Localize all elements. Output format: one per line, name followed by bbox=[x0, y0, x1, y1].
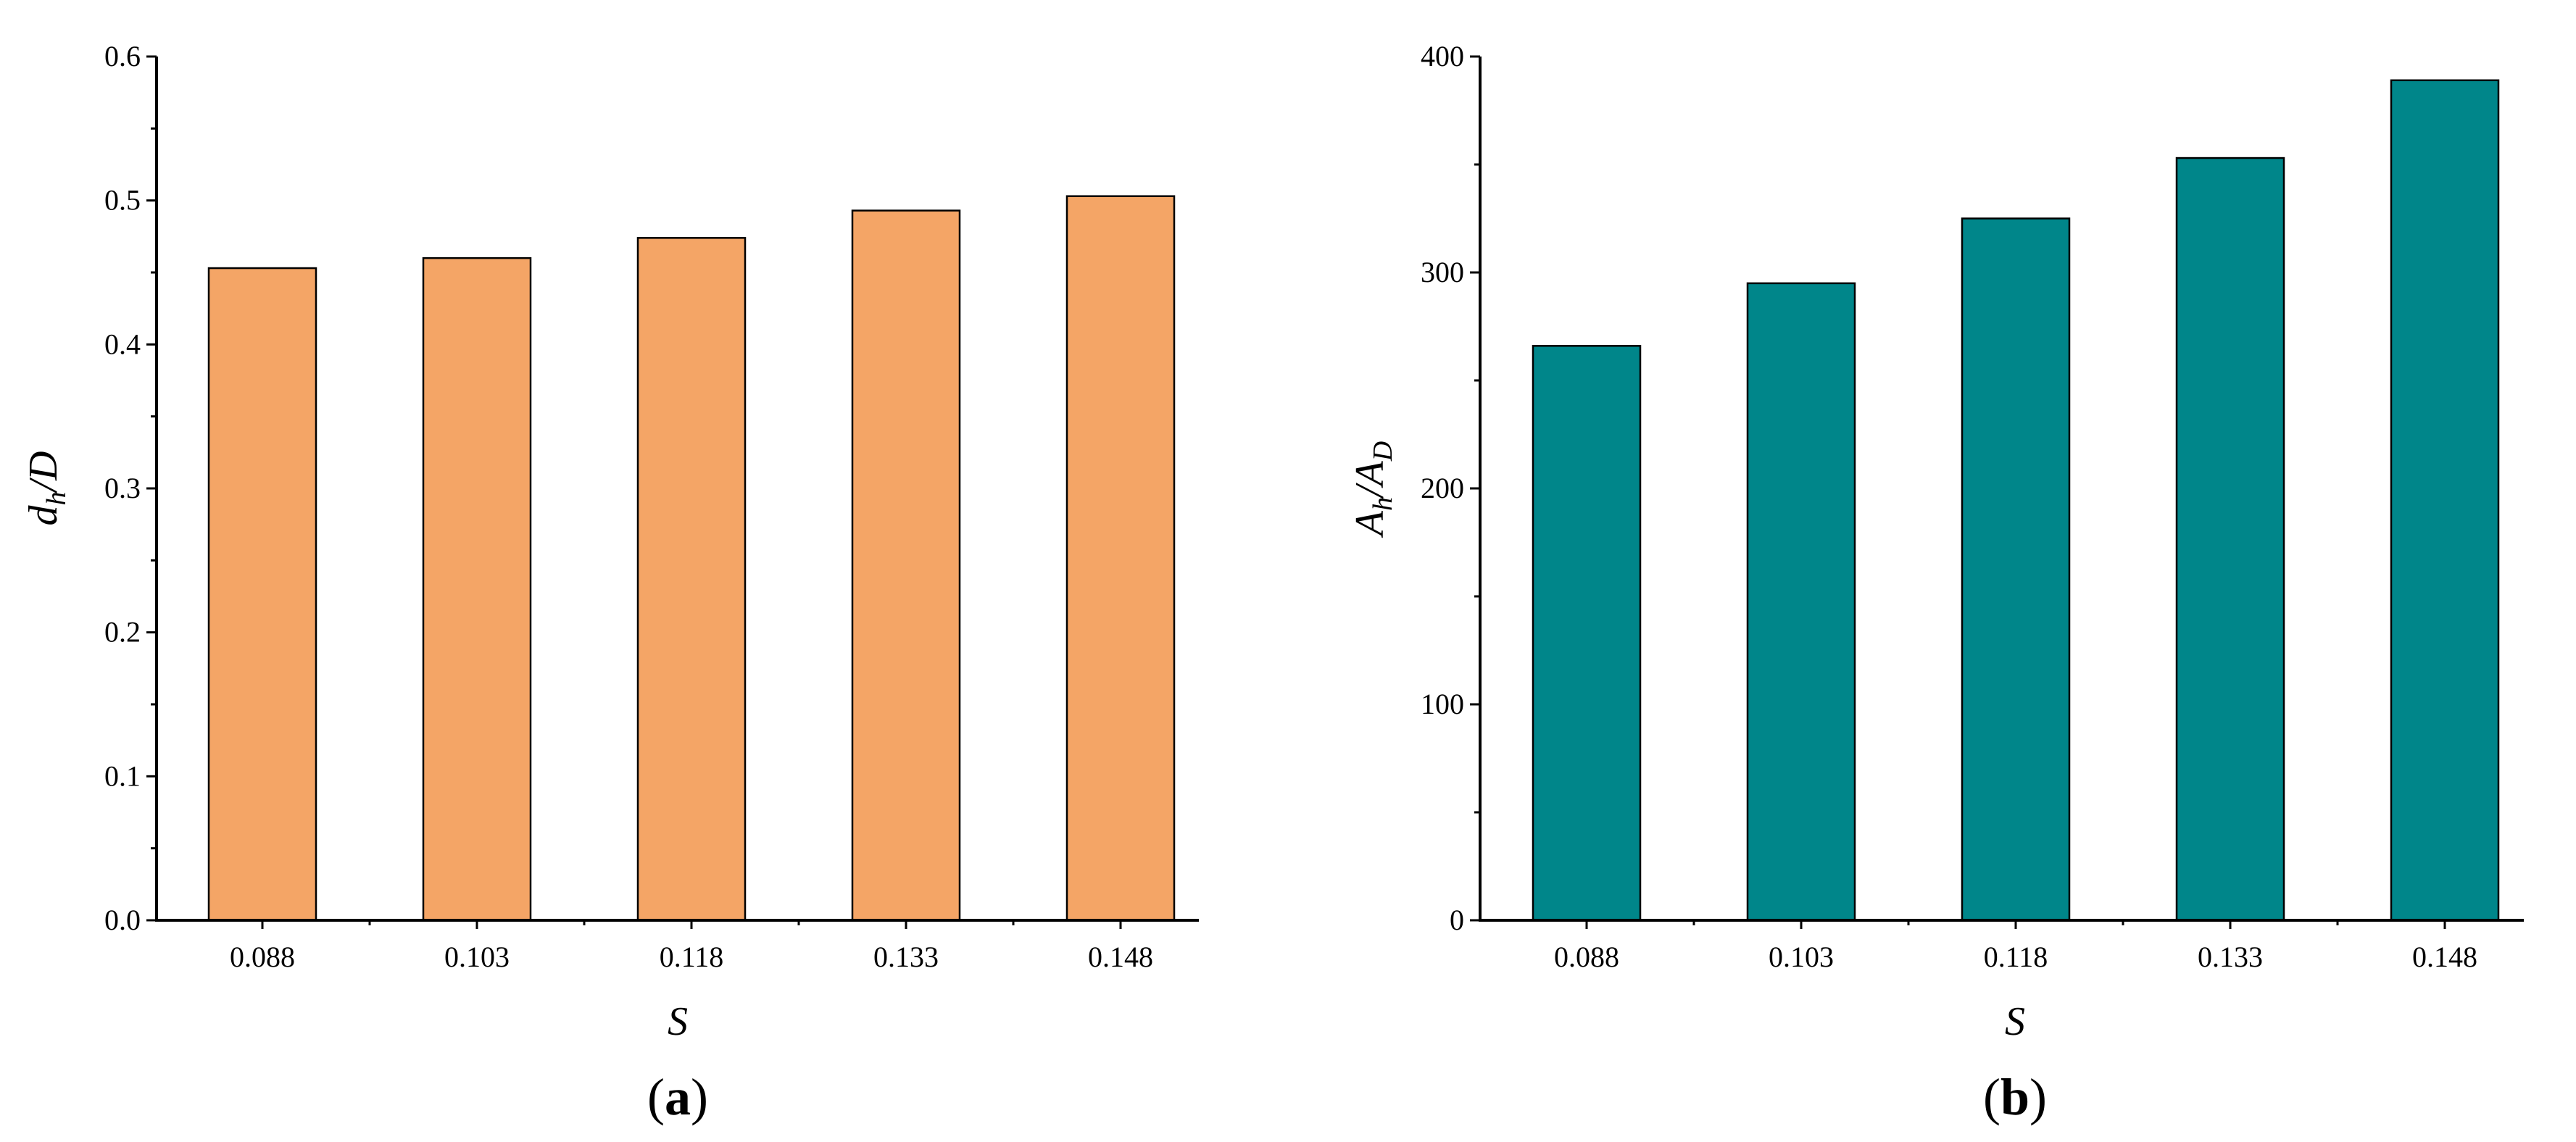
bar-a-3 bbox=[636, 237, 747, 922]
x-tick-label-b-2: 0.103 bbox=[1769, 941, 1834, 973]
y-tick-label-a-5: 0.5 bbox=[104, 184, 141, 217]
y-ticks-b: 0 100 200 300 400 bbox=[1421, 40, 1480, 936]
bar-series-a bbox=[207, 195, 1176, 922]
y-axis-title-b: Ah/AD bbox=[1347, 441, 1398, 538]
y-tick-label-a-0: 0.0 bbox=[104, 904, 141, 936]
panel-label-b: (b) bbox=[1983, 1068, 2047, 1126]
y-tick-label-b-4: 400 bbox=[1421, 40, 1464, 72]
x-tick-label-b-1: 0.088 bbox=[1554, 941, 1619, 973]
x-tick-label-a-2: 0.103 bbox=[444, 941, 510, 973]
x-ticks-b: 0.088 0.103 0.118 0.133 0.148 bbox=[1554, 920, 2477, 973]
y-tick-label-a-1: 0.1 bbox=[104, 759, 141, 792]
x-tick-label-b-4: 0.133 bbox=[2198, 941, 2263, 973]
x-tick-label-a-1: 0.088 bbox=[230, 941, 295, 973]
x-axis-title-a: S bbox=[668, 999, 688, 1044]
x-ticks-a: 0.088 0.103 0.118 0.133 0.148 bbox=[230, 920, 1153, 973]
bar-b-4 bbox=[2175, 157, 2285, 922]
y-axis-title-a: dh/D bbox=[21, 451, 72, 526]
bar-b-3 bbox=[1961, 217, 2071, 922]
x-tick-label-a-5: 0.148 bbox=[1088, 941, 1153, 973]
bar-b-5 bbox=[2390, 79, 2500, 922]
bar-b-2 bbox=[1746, 282, 1856, 922]
y-tick-label-a-3: 0.3 bbox=[104, 472, 141, 504]
bar-a-4 bbox=[851, 209, 961, 922]
panel-label-a: (a) bbox=[647, 1068, 708, 1126]
y-tick-label-b-2: 200 bbox=[1421, 472, 1464, 504]
y-ticks-a: 0.0 0.1 0.2 0.3 0.4 0.5 0.6 bbox=[104, 40, 157, 936]
x-tick-label-b-5: 0.148 bbox=[2412, 941, 2477, 973]
y-tick-label-b-1: 100 bbox=[1421, 688, 1464, 720]
bar-b-1 bbox=[1532, 345, 1642, 922]
x-tick-label-b-3: 0.118 bbox=[1984, 941, 2048, 973]
bar-a-1 bbox=[207, 267, 317, 922]
y-tick-label-b-0: 0 bbox=[1450, 904, 1464, 936]
x-axis-title-b: S bbox=[2005, 999, 2025, 1044]
bar-series-b bbox=[1532, 79, 2500, 922]
bar-a-2 bbox=[422, 257, 532, 922]
y-tick-label-a-6: 0.6 bbox=[104, 40, 141, 72]
y-tick-label-b-3: 300 bbox=[1421, 256, 1464, 288]
x-tick-label-a-4: 0.133 bbox=[873, 941, 939, 973]
bar-a-5 bbox=[1065, 195, 1176, 922]
y-tick-label-a-2: 0.2 bbox=[104, 616, 141, 649]
chart-panel-a: 0.0 0.1 0.2 0.3 0.4 0.5 0.6 0.088 0.103 0.118 0.1… bbox=[21, 40, 1199, 1126]
x-tick-label-a-3: 0.118 bbox=[660, 941, 724, 973]
y-tick-label-a-4: 0.4 bbox=[104, 328, 141, 360]
